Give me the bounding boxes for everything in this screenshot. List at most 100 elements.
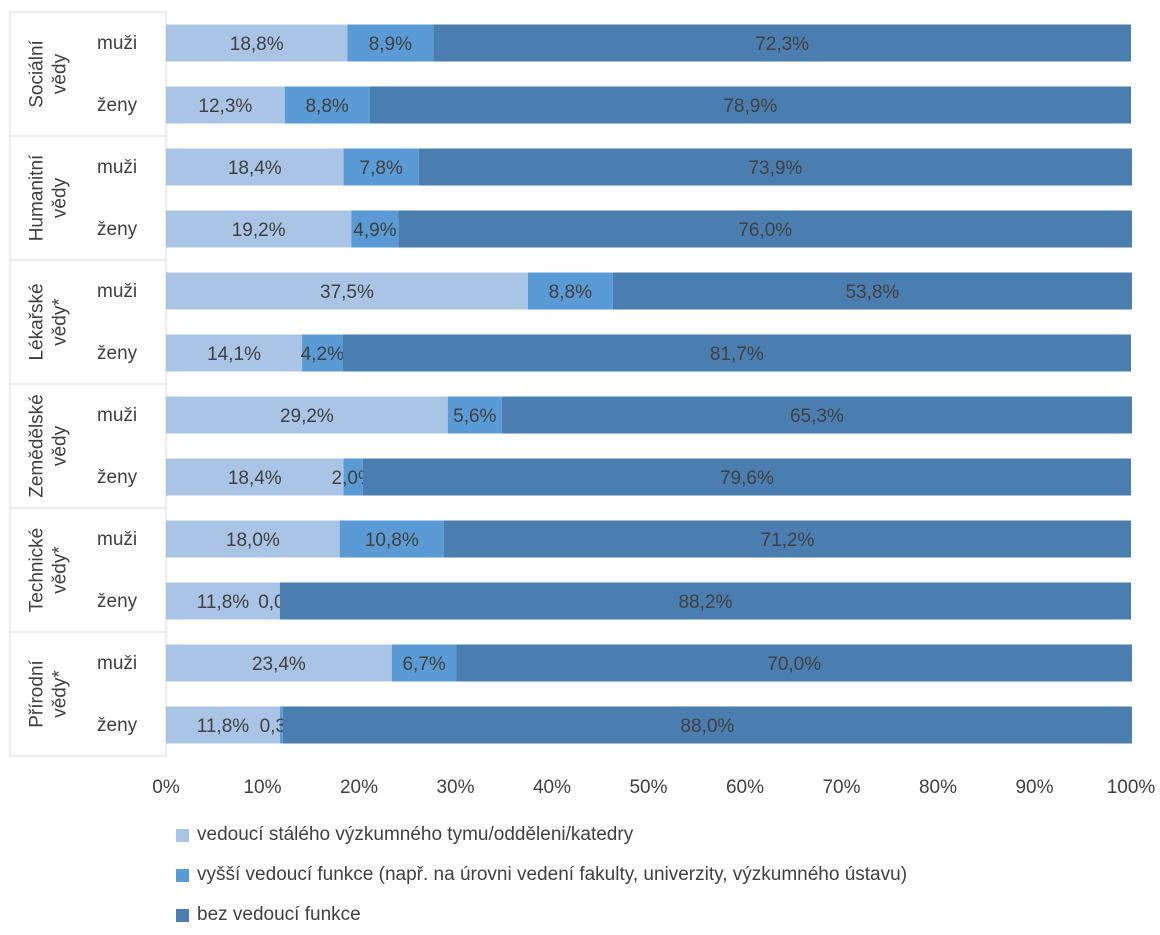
legend: vedoucí stálého výzkumného tymu/odděleni… (176, 815, 907, 935)
legend-swatch (176, 868, 189, 882)
legend-item: vyšší vedoucí funkce (např. na úrovni ve… (176, 855, 907, 895)
data-label: 12,3% (198, 96, 252, 117)
legend-label: vyšší vedoucí funkce (např. na úrovni ve… (197, 864, 908, 885)
bar-segment (527, 272, 613, 310)
bar-segment (362, 458, 1131, 496)
data-label: 73,9% (748, 158, 802, 179)
row-label: muži (97, 281, 137, 302)
data-label: 78,9% (723, 96, 777, 117)
bar-segment (418, 148, 1132, 186)
bar-segment (391, 644, 457, 682)
bar-segment (343, 458, 363, 496)
data-label: 8,8% (305, 96, 348, 117)
x-tick-label: 30% (436, 777, 474, 798)
data-label: 11,8% (197, 592, 250, 613)
bar-segment (166, 706, 280, 744)
stacked-bar-chart: Sociální vědy muži 18,8% 8,9% 72,3% ženy 12,3% 8… (9, 11, 1156, 798)
data-label: 5,6% (453, 406, 496, 427)
bar-segment (501, 396, 1132, 434)
legend-label: bez vedoucí funkce (197, 904, 361, 925)
legend-item: vedoucí stálého výzkumného tymu/odděleni… (176, 815, 907, 855)
bar-segment (347, 24, 434, 62)
data-label: 7,8% (360, 158, 403, 179)
row-label: ženy (97, 95, 138, 116)
category-label: Přírodní vědy* (27, 659, 71, 727)
row-label: ženy (97, 343, 138, 364)
data-label: 76,0% (738, 220, 792, 241)
data-label: 19,2% (232, 220, 286, 241)
data-label: 18,4% (228, 468, 282, 489)
bar-segment (166, 458, 344, 496)
bar-segment (369, 86, 1131, 124)
bar-segment (343, 148, 419, 186)
data-label: 53,8% (845, 282, 899, 303)
bar-segment (456, 644, 1132, 682)
data-label: 8,9% (369, 34, 412, 55)
x-tick-label: 20% (340, 777, 378, 798)
bar-segment (443, 520, 1131, 558)
x-tick-label: 90% (1015, 777, 1053, 798)
data-label: 72,3% (755, 34, 809, 55)
legend-item: bez vedoucí funkce (176, 895, 907, 935)
data-label: 6,7% (402, 654, 445, 675)
bar-segment (166, 334, 303, 372)
data-label: 18,8% (230, 34, 284, 55)
x-tick-label: 0% (152, 777, 180, 798)
bar-segment (447, 396, 502, 434)
data-label: 71,2% (761, 530, 815, 551)
bar-segment (166, 86, 285, 124)
x-tick-label: 10% (243, 777, 281, 798)
data-label: 8,8% (549, 282, 592, 303)
bar-segment (166, 24, 348, 62)
x-tick-label: 70% (822, 777, 860, 798)
row-label: muži (97, 529, 137, 550)
bar-segment (279, 706, 283, 744)
bar-segment (166, 396, 448, 434)
legend-swatch (176, 828, 189, 842)
bar-segment (166, 210, 352, 248)
data-label: 11,8% (197, 716, 250, 737)
bar-segment (166, 644, 392, 682)
bar-segment (342, 334, 1132, 372)
data-label: 88,2% (678, 592, 732, 613)
row-label: ženy (97, 219, 138, 240)
data-label: 88,0% (680, 716, 734, 737)
category-label: Humanitní vědy (27, 154, 71, 241)
x-tick-label: 40% (533, 777, 571, 798)
data-label: 70,0% (767, 654, 821, 675)
bar-segment (351, 210, 399, 248)
bar-segment (339, 520, 444, 558)
row-label: muži (97, 653, 137, 674)
category-label: Sociální vědy (27, 39, 71, 107)
data-label: 4,2% (301, 344, 344, 365)
bar-segment (612, 272, 1132, 310)
x-tick-label: 80% (919, 777, 957, 798)
bar-segment (279, 582, 1131, 620)
data-label: 79,6% (720, 468, 774, 489)
x-tick-label: 60% (726, 777, 764, 798)
x-tick-label: 100% (1107, 777, 1156, 798)
bar-segment (398, 210, 1132, 248)
bar-segment (166, 272, 528, 310)
data-label: 14,1% (207, 344, 261, 365)
row-label: ženy (97, 715, 138, 736)
row-label: muži (97, 405, 137, 426)
row-label: muži (97, 33, 137, 54)
bar-segment (433, 24, 1131, 62)
bar-segment (166, 520, 340, 558)
legend-label: vedoucí stálého výzkumného tymu/odděleni… (197, 824, 634, 845)
x-tick-label: 50% (629, 777, 667, 798)
data-label: 29,2% (280, 406, 334, 427)
data-label: 18,0% (226, 530, 280, 551)
legend-swatch (176, 908, 189, 922)
data-label: 18,4% (228, 158, 282, 179)
bar-segment (166, 148, 344, 186)
data-label: 10,8% (365, 530, 419, 551)
data-label: 4,9% (353, 220, 396, 241)
category-label: Zemědělské vědy (27, 394, 71, 498)
category-label: Lékařské vědy* (27, 283, 71, 360)
data-label: 81,7% (710, 344, 764, 365)
bar-segment (282, 706, 1132, 744)
data-label: 37,5% (320, 282, 374, 303)
data-label: 65,3% (790, 406, 844, 427)
